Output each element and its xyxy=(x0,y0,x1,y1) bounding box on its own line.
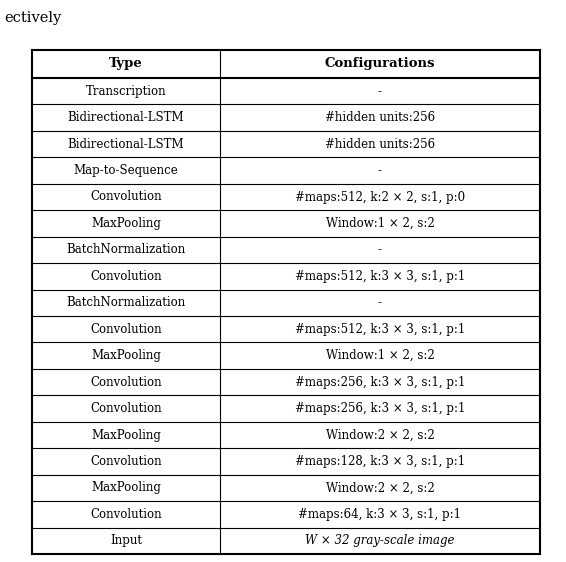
Text: Type: Type xyxy=(109,57,143,70)
Text: Convolution: Convolution xyxy=(90,375,162,388)
Text: #maps:64, k:3 × 3, s:1, p:1: #maps:64, k:3 × 3, s:1, p:1 xyxy=(298,508,461,521)
Text: #maps:512, k:3 × 3, s:1, p:1: #maps:512, k:3 × 3, s:1, p:1 xyxy=(295,323,465,336)
Text: ectively: ectively xyxy=(4,11,61,25)
Text: MaxPooling: MaxPooling xyxy=(91,428,161,442)
Text: W × 32 gray-scale image: W × 32 gray-scale image xyxy=(305,534,454,547)
Text: Window:1 × 2, s:2: Window:1 × 2, s:2 xyxy=(325,349,434,362)
Text: #maps:256, k:3 × 3, s:1, p:1: #maps:256, k:3 × 3, s:1, p:1 xyxy=(295,402,465,415)
Text: -: - xyxy=(378,164,382,177)
Text: Convolution: Convolution xyxy=(90,455,162,468)
Text: Window:2 × 2, s:2: Window:2 × 2, s:2 xyxy=(325,428,434,442)
Text: MaxPooling: MaxPooling xyxy=(91,349,161,362)
Text: Window:2 × 2, s:2: Window:2 × 2, s:2 xyxy=(325,482,434,495)
Text: Convolution: Convolution xyxy=(90,191,162,203)
Text: #hidden units:256: #hidden units:256 xyxy=(325,138,435,151)
Text: Convolution: Convolution xyxy=(90,323,162,336)
Text: #maps:512, k:3 × 3, s:1, p:1: #maps:512, k:3 × 3, s:1, p:1 xyxy=(295,270,465,283)
Text: #maps:128, k:3 × 3, s:1, p:1: #maps:128, k:3 × 3, s:1, p:1 xyxy=(295,455,465,468)
Text: #maps:512, k:2 × 2, s:1, p:0: #maps:512, k:2 × 2, s:1, p:0 xyxy=(295,191,465,203)
Text: MaxPooling: MaxPooling xyxy=(91,217,161,230)
Text: Convolution: Convolution xyxy=(90,402,162,415)
Text: Configurations: Configurations xyxy=(325,57,435,70)
Text: -: - xyxy=(378,296,382,309)
Text: -: - xyxy=(378,85,382,98)
Text: -: - xyxy=(378,243,382,256)
Text: #hidden units:256: #hidden units:256 xyxy=(325,111,435,124)
Text: Transcription: Transcription xyxy=(85,85,166,98)
Text: Convolution: Convolution xyxy=(90,508,162,521)
Text: MaxPooling: MaxPooling xyxy=(91,482,161,495)
Text: Bidirectional-LSTM: Bidirectional-LSTM xyxy=(68,111,185,124)
Text: Map-to-Sequence: Map-to-Sequence xyxy=(74,164,178,177)
Text: Convolution: Convolution xyxy=(90,270,162,283)
Text: Bidirectional-LSTM: Bidirectional-LSTM xyxy=(68,138,185,151)
Text: #maps:256, k:3 × 3, s:1, p:1: #maps:256, k:3 × 3, s:1, p:1 xyxy=(295,375,465,388)
Text: BatchNormalization: BatchNormalization xyxy=(66,243,186,256)
Text: Input: Input xyxy=(110,534,142,547)
Text: Window:1 × 2, s:2: Window:1 × 2, s:2 xyxy=(325,217,434,230)
Text: BatchNormalization: BatchNormalization xyxy=(66,296,186,309)
